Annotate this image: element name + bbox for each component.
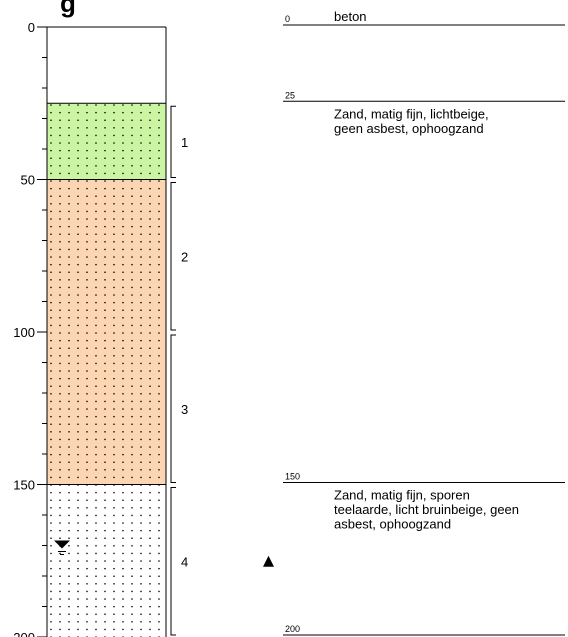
sample-label-2: 2 (181, 249, 188, 264)
description-depth-3: 150 (285, 472, 300, 482)
layer-pattern-2 (47, 103, 166, 180)
groundwater-level-icon (54, 540, 70, 549)
description-text-1: beton (334, 9, 367, 24)
description-depth-1: 0 (285, 14, 290, 24)
description-text-3: teelaarde, licht bruinbeige, geen (334, 502, 519, 517)
description-depth-4: 200 (285, 624, 300, 634)
triangle-marker-icon (263, 555, 274, 567)
sample-bracket-3 (170, 334, 176, 483)
description-text-3: asbest, ophoogzand (334, 517, 451, 532)
depth-label-100: 100 (13, 325, 35, 340)
description-text-2: Zand, matig fijn, lichtbeige, (334, 106, 489, 121)
sample-bracket-2 (170, 182, 176, 331)
depth-axis: 0 50 100 150 200 (13, 20, 47, 637)
description-text-2: geen asbest, ophoogzand (334, 121, 484, 136)
sample-label-1: 1 (181, 135, 188, 150)
layer-pattern-4 (47, 484, 166, 637)
soil-layers (46, 26, 167, 637)
sample-intervals: 1 2 3 4 (170, 105, 188, 636)
depth-label-150: 150 (13, 478, 35, 493)
sample-bracket-1 (170, 105, 176, 178)
sample-label-3: 3 (181, 402, 188, 417)
depth-label-50: 50 (21, 173, 35, 188)
layer-fill-1 (47, 27, 166, 104)
depth-label-0: 0 (28, 20, 35, 35)
layer-descriptions: 0 beton 25 Zand, matig fijn, lichtbeige,gee… (283, 9, 565, 636)
sample-label-4: 4 (181, 554, 188, 569)
layer-pattern-3 (47, 179, 166, 485)
page-title-fragment: g (60, 0, 76, 18)
sample-bracket-4 (170, 487, 176, 636)
depth-label-200: 200 (13, 630, 35, 637)
description-depth-2: 25 (285, 90, 295, 100)
symbols (54, 540, 274, 567)
description-text-3: Zand, matig fijn, sporen (334, 488, 470, 503)
